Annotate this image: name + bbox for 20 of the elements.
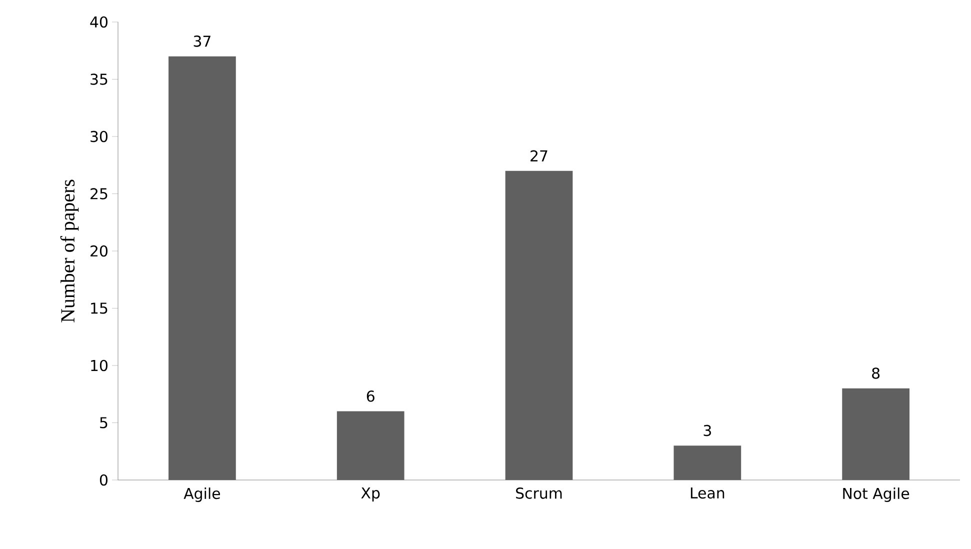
data-label: 37: [194, 36, 210, 47]
y-tick-label: 5: [100, 417, 108, 428]
data-label: 3: [704, 424, 711, 436]
y-tick-label: 30: [90, 130, 108, 142]
y-tick-label: 20: [90, 245, 108, 257]
y-tick-label: 10: [91, 360, 108, 372]
x-tick-label: Scrum: [516, 488, 562, 499]
y-tick-label: 40: [90, 16, 108, 28]
data-label: 27: [530, 150, 548, 162]
x-tick-label: Xp: [361, 488, 380, 502]
y-tick-label: 35: [90, 74, 108, 85]
x-tick-label: Not Agile: [843, 488, 910, 502]
x-tick-label: Lean: [690, 488, 724, 499]
x-tick-label: Agile: [184, 488, 220, 502]
data-label: 6: [366, 390, 374, 402]
data-label: 8: [872, 368, 880, 379]
y-tick-label: 0: [100, 474, 108, 486]
y-tick-label: 25: [90, 188, 108, 200]
y-tick-label: 15: [91, 302, 108, 314]
y-axis-title: Number of papers: [60, 180, 79, 322]
